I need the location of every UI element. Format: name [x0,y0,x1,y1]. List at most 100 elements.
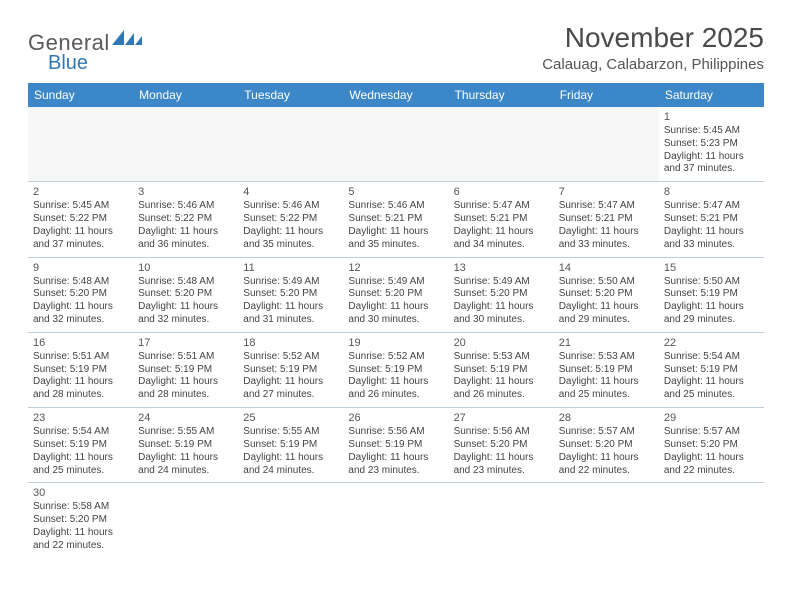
sunrise-line: Sunrise: 5:48 AM [33,276,128,289]
daylight-line: Daylight: 11 hours and 26 minutes. [348,376,443,402]
sunset-line: Sunset: 5:19 PM [664,364,759,377]
calendar-cell-blank [659,483,764,557]
calendar-cell: 14Sunrise: 5:50 AMSunset: 5:20 PMDayligh… [554,258,659,333]
sunset-line: Sunset: 5:19 PM [243,439,338,452]
sunset-line: Sunset: 5:19 PM [348,439,443,452]
daylight-line: Daylight: 11 hours and 36 minutes. [138,226,233,252]
daylight-line: Daylight: 11 hours and 28 minutes. [33,376,128,402]
daylight-line: Daylight: 11 hours and 25 minutes. [33,452,128,478]
daylight-line: Daylight: 11 hours and 29 minutes. [559,301,654,327]
calendar-cell: 22Sunrise: 5:54 AMSunset: 5:19 PMDayligh… [659,333,764,408]
daylight-line: Daylight: 11 hours and 25 minutes. [664,376,759,402]
daylight-line: Daylight: 11 hours and 35 minutes. [348,226,443,252]
daylight-line: Daylight: 11 hours and 33 minutes. [664,226,759,252]
calendar-cell: 10Sunrise: 5:48 AMSunset: 5:20 PMDayligh… [133,258,238,333]
calendar-cell: 4Sunrise: 5:46 AMSunset: 5:22 PMDaylight… [238,182,343,257]
calendar-cell-blank [343,107,448,182]
daylight-line: Daylight: 11 hours and 23 minutes. [454,452,549,478]
calendar-cell: 29Sunrise: 5:57 AMSunset: 5:20 PMDayligh… [659,408,764,483]
sunrise-line: Sunrise: 5:47 AM [454,200,549,213]
calendar-cell: 25Sunrise: 5:55 AMSunset: 5:19 PMDayligh… [238,408,343,483]
day-number: 26 [348,411,443,425]
weekday-header: Monday [133,83,238,107]
sunset-line: Sunset: 5:19 PM [559,364,654,377]
calendar-cell: 27Sunrise: 5:56 AMSunset: 5:20 PMDayligh… [449,408,554,483]
sunrise-line: Sunrise: 5:53 AM [454,351,549,364]
sunrise-line: Sunrise: 5:57 AM [664,426,759,439]
calendar-cell-blank [238,483,343,557]
sunset-line: Sunset: 5:20 PM [348,288,443,301]
day-number: 5 [348,185,443,199]
calendar-cell-blank [238,107,343,182]
sunset-line: Sunset: 5:21 PM [664,213,759,226]
day-number: 27 [454,411,549,425]
day-number: 25 [243,411,338,425]
calendar-cell-blank [554,483,659,557]
weekday-header: Sunday [28,83,133,107]
day-number: 7 [559,185,654,199]
calendar-cell: 28Sunrise: 5:57 AMSunset: 5:20 PMDayligh… [554,408,659,483]
day-number: 16 [33,336,128,350]
sunset-line: Sunset: 5:19 PM [138,439,233,452]
flag-icon [112,30,142,48]
sunset-line: Sunset: 5:20 PM [243,288,338,301]
sunset-line: Sunset: 5:20 PM [664,439,759,452]
daylight-line: Daylight: 11 hours and 26 minutes. [454,376,549,402]
day-number: 19 [348,336,443,350]
sunset-line: Sunset: 5:19 PM [138,364,233,377]
sunrise-line: Sunrise: 5:46 AM [348,200,443,213]
calendar-cell: 2Sunrise: 5:45 AMSunset: 5:22 PMDaylight… [28,182,133,257]
sunset-line: Sunset: 5:20 PM [33,288,128,301]
sunrise-line: Sunrise: 5:51 AM [33,351,128,364]
daylight-line: Daylight: 11 hours and 34 minutes. [454,226,549,252]
day-number: 10 [138,261,233,275]
sunset-line: Sunset: 5:19 PM [243,364,338,377]
sunrise-line: Sunrise: 5:47 AM [559,200,654,213]
title-block: November 2025 Calauag, Calabarzon, Phili… [542,22,764,73]
day-number: 14 [559,261,654,275]
sunrise-line: Sunrise: 5:49 AM [454,276,549,289]
sunrise-line: Sunrise: 5:54 AM [664,351,759,364]
calendar-cell-blank [133,107,238,182]
sunrise-line: Sunrise: 5:45 AM [664,125,759,138]
calendar-cell-blank [449,107,554,182]
header: General Blue November 2025 Calauag, Cala… [28,22,764,75]
day-number: 24 [138,411,233,425]
daylight-line: Daylight: 11 hours and 30 minutes. [348,301,443,327]
day-number: 20 [454,336,549,350]
sunrise-line: Sunrise: 5:53 AM [559,351,654,364]
sunset-line: Sunset: 5:19 PM [348,364,443,377]
logo-blue-text: Blue [48,52,142,75]
daylight-line: Daylight: 11 hours and 37 minutes. [664,151,759,177]
sunrise-line: Sunrise: 5:54 AM [33,426,128,439]
calendar-cell-blank [28,107,133,182]
sunset-line: Sunset: 5:21 PM [454,213,549,226]
weekday-header: Thursday [449,83,554,107]
daylight-line: Daylight: 11 hours and 22 minutes. [664,452,759,478]
daylight-line: Daylight: 11 hours and 24 minutes. [138,452,233,478]
sunrise-line: Sunrise: 5:46 AM [138,200,233,213]
calendar-cell: 17Sunrise: 5:51 AMSunset: 5:19 PMDayligh… [133,333,238,408]
month-title: November 2025 [542,22,764,54]
daylight-line: Daylight: 11 hours and 22 minutes. [559,452,654,478]
logo: General Blue [28,22,142,75]
sunset-line: Sunset: 5:22 PM [138,213,233,226]
sunrise-line: Sunrise: 5:57 AM [559,426,654,439]
calendar-cell: 18Sunrise: 5:52 AMSunset: 5:19 PMDayligh… [238,333,343,408]
sunset-line: Sunset: 5:19 PM [33,439,128,452]
sunset-line: Sunset: 5:21 PM [348,213,443,226]
daylight-line: Daylight: 11 hours and 32 minutes. [138,301,233,327]
calendar-cell-blank [343,483,448,557]
daylight-line: Daylight: 11 hours and 30 minutes. [454,301,549,327]
day-number: 3 [138,185,233,199]
daylight-line: Daylight: 11 hours and 37 minutes. [33,226,128,252]
sunrise-line: Sunrise: 5:52 AM [348,351,443,364]
calendar-cell-blank [133,483,238,557]
day-number: 13 [454,261,549,275]
sunrise-line: Sunrise: 5:47 AM [664,200,759,213]
calendar-cell: 19Sunrise: 5:52 AMSunset: 5:19 PMDayligh… [343,333,448,408]
day-number: 23 [33,411,128,425]
calendar-cell: 15Sunrise: 5:50 AMSunset: 5:19 PMDayligh… [659,258,764,333]
daylight-line: Daylight: 11 hours and 29 minutes. [664,301,759,327]
day-number: 8 [664,185,759,199]
